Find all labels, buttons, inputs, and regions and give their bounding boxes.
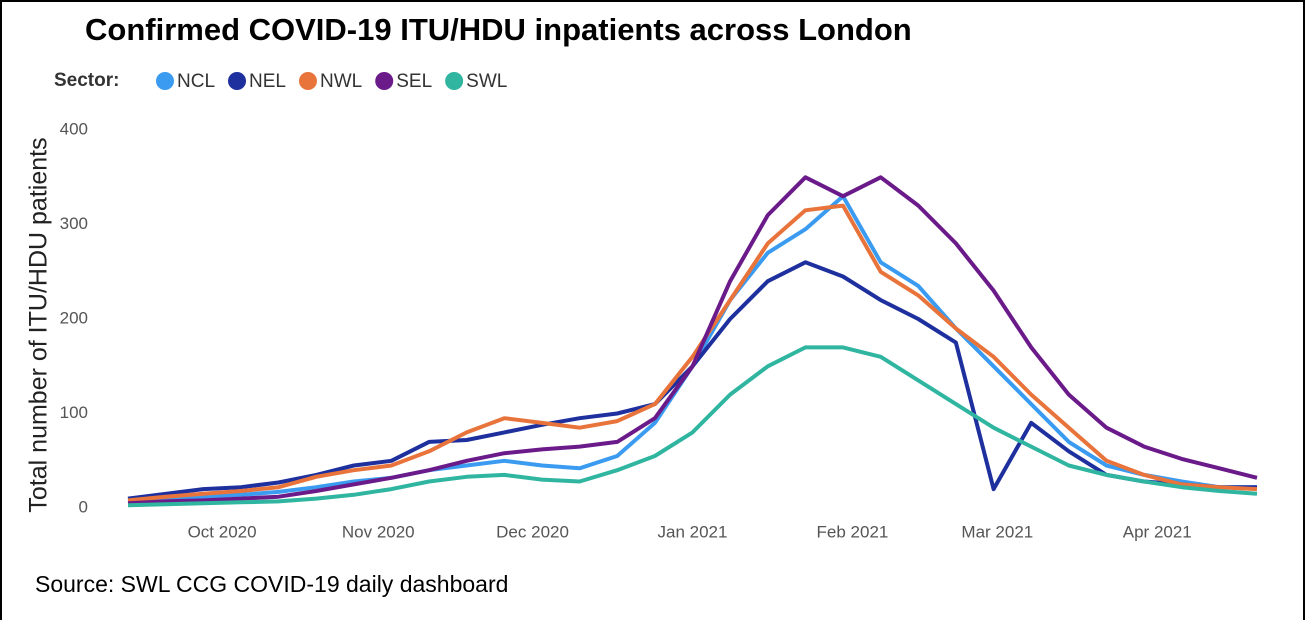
chart-title: Confirmed COVID-19 ITU/HDU inpatients ac…: [85, 12, 912, 47]
y-tick-label: 300: [60, 214, 88, 233]
series-line: [127, 194, 1257, 503]
legend-label: SEL: [396, 71, 432, 92]
x-tick-label: Oct 2020: [188, 522, 257, 541]
legend-label: NEL: [249, 71, 286, 92]
y-tick-label: 400: [60, 119, 88, 138]
x-tick-label: Nov 2020: [342, 522, 415, 541]
legend-marker: [228, 72, 247, 90]
y-axis-label: Total number of ITU/HDU patients: [25, 137, 53, 512]
series-line: [127, 175, 1258, 506]
x-tick-label: Feb 2021: [817, 522, 889, 541]
legend-title: Sector:: [54, 70, 119, 91]
legend-label: NWL: [320, 71, 362, 92]
x-tick-label: Dec 2020: [496, 522, 569, 541]
legend-label: NCL: [177, 71, 215, 92]
y-tick-label: 100: [60, 403, 88, 422]
source-note: Source: SWL CCG COVID-19 daily dashboard: [35, 571, 508, 597]
legend-marker: [298, 72, 317, 90]
series-line: [127, 260, 1257, 501]
y-tick-label: 0: [79, 497, 88, 516]
legend-label: SWL: [466, 71, 507, 92]
legend-marker: [375, 72, 394, 90]
legend-marker: [156, 72, 174, 90]
series-line: [127, 345, 1258, 508]
x-tick-label: Apr 2021: [1123, 522, 1192, 541]
legend-marker: [445, 72, 464, 90]
series-line: [127, 203, 1258, 503]
y-tick-label: 200: [60, 308, 88, 327]
x-tick-label: Mar 2021: [961, 522, 1033, 541]
legend: NCL NEL NWL SEL SWL: [156, 71, 507, 92]
x-tick-label: Jan 2021: [658, 522, 728, 541]
